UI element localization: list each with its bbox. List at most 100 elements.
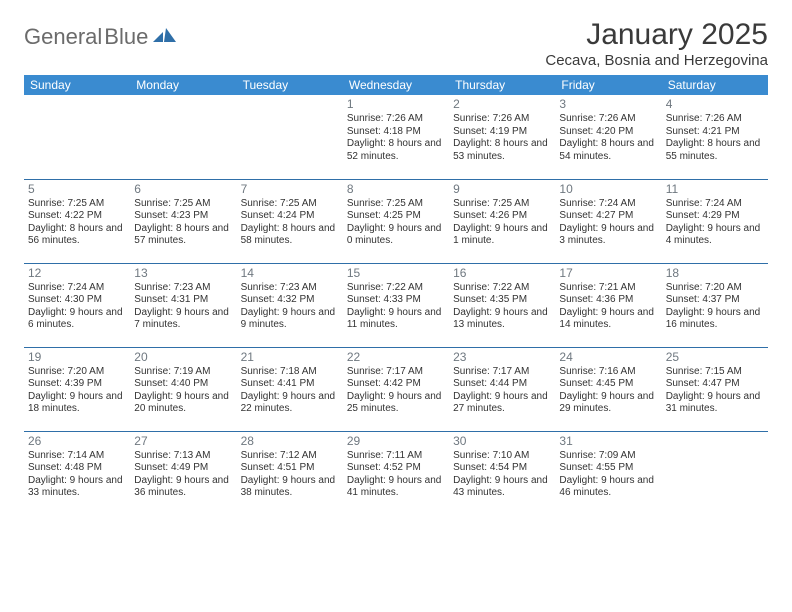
sunset-line: Sunset: 4:47 PM <box>666 378 764 391</box>
sunset-line: Sunset: 4:21 PM <box>666 126 764 139</box>
location-subtitle: Cecava, Bosnia and Herzegovina <box>545 52 768 69</box>
day-number: 22 <box>347 350 445 365</box>
calendar-day-cell: 2Sunrise: 7:26 AMSunset: 4:19 PMDaylight… <box>449 95 555 179</box>
day-number: 30 <box>453 434 551 449</box>
day-number: 1 <box>347 97 445 112</box>
day-number: 10 <box>559 182 657 197</box>
daylight-line: Daylight: 9 hours and 7 minutes. <box>134 307 232 332</box>
sunset-line: Sunset: 4:37 PM <box>666 294 764 307</box>
brand-word-1: General <box>24 24 102 50</box>
sunrise-line: Sunrise: 7:24 AM <box>559 198 657 211</box>
title-block: January 2025 Cecava, Bosnia and Herzegov… <box>545 18 768 69</box>
calendar-day-cell: 27Sunrise: 7:13 AMSunset: 4:49 PMDayligh… <box>130 431 236 515</box>
day-number: 11 <box>666 182 764 197</box>
calendar-day-cell: 4Sunrise: 7:26 AMSunset: 4:21 PMDaylight… <box>662 95 768 179</box>
daylight-line: Daylight: 9 hours and 36 minutes. <box>134 475 232 500</box>
calendar-day-cell: 31Sunrise: 7:09 AMSunset: 4:55 PMDayligh… <box>555 431 661 515</box>
sunset-line: Sunset: 4:55 PM <box>559 462 657 475</box>
day-number: 27 <box>134 434 232 449</box>
sunset-line: Sunset: 4:32 PM <box>241 294 339 307</box>
calendar-day-cell: 16Sunrise: 7:22 AMSunset: 4:35 PMDayligh… <box>449 263 555 347</box>
sunrise-line: Sunrise: 7:25 AM <box>453 198 551 211</box>
sunrise-line: Sunrise: 7:10 AM <box>453 450 551 463</box>
sunrise-line: Sunrise: 7:26 AM <box>559 113 657 126</box>
calendar-week-row: 12Sunrise: 7:24 AMSunset: 4:30 PMDayligh… <box>24 263 768 347</box>
daylight-line: Daylight: 9 hours and 4 minutes. <box>666 223 764 248</box>
calendar-page: GeneralBlue January 2025 Cecava, Bosnia … <box>0 0 792 515</box>
day-number: 26 <box>28 434 126 449</box>
daylight-line: Daylight: 9 hours and 25 minutes. <box>347 391 445 416</box>
calendar-day-cell: 26Sunrise: 7:14 AMSunset: 4:48 PMDayligh… <box>24 431 130 515</box>
weekday-header: Sunday <box>24 75 130 95</box>
calendar-week-row: 5Sunrise: 7:25 AMSunset: 4:22 PMDaylight… <box>24 179 768 263</box>
daylight-line: Daylight: 8 hours and 58 minutes. <box>241 223 339 248</box>
sunrise-line: Sunrise: 7:25 AM <box>241 198 339 211</box>
day-number: 31 <box>559 434 657 449</box>
calendar-day-cell: 29Sunrise: 7:11 AMSunset: 4:52 PMDayligh… <box>343 431 449 515</box>
sunset-line: Sunset: 4:39 PM <box>28 378 126 391</box>
sunrise-line: Sunrise: 7:25 AM <box>28 198 126 211</box>
day-number: 15 <box>347 266 445 281</box>
calendar-day-cell <box>24 95 130 179</box>
day-number: 14 <box>241 266 339 281</box>
sunset-line: Sunset: 4:49 PM <box>134 462 232 475</box>
brand-logo: GeneralBlue <box>24 18 177 50</box>
day-number: 24 <box>559 350 657 365</box>
sunrise-line: Sunrise: 7:09 AM <box>559 450 657 463</box>
calendar-body: 1Sunrise: 7:26 AMSunset: 4:18 PMDaylight… <box>24 95 768 515</box>
calendar-day-cell <box>130 95 236 179</box>
sunset-line: Sunset: 4:35 PM <box>453 294 551 307</box>
daylight-line: Daylight: 9 hours and 20 minutes. <box>134 391 232 416</box>
day-number: 25 <box>666 350 764 365</box>
sunrise-line: Sunrise: 7:15 AM <box>666 366 764 379</box>
sunset-line: Sunset: 4:33 PM <box>347 294 445 307</box>
calendar-day-cell: 12Sunrise: 7:24 AMSunset: 4:30 PMDayligh… <box>24 263 130 347</box>
sunset-line: Sunset: 4:25 PM <box>347 210 445 223</box>
calendar-week-row: 1Sunrise: 7:26 AMSunset: 4:18 PMDaylight… <box>24 95 768 179</box>
sunset-line: Sunset: 4:18 PM <box>347 126 445 139</box>
sunset-line: Sunset: 4:22 PM <box>28 210 126 223</box>
sunset-line: Sunset: 4:20 PM <box>559 126 657 139</box>
calendar-day-cell: 8Sunrise: 7:25 AMSunset: 4:25 PMDaylight… <box>343 179 449 263</box>
sunrise-line: Sunrise: 7:21 AM <box>559 282 657 295</box>
month-title: January 2025 <box>545 18 768 52</box>
sunrise-line: Sunrise: 7:24 AM <box>28 282 126 295</box>
sunset-line: Sunset: 4:40 PM <box>134 378 232 391</box>
daylight-line: Daylight: 9 hours and 46 minutes. <box>559 475 657 500</box>
calendar-day-cell: 28Sunrise: 7:12 AMSunset: 4:51 PMDayligh… <box>237 431 343 515</box>
daylight-line: Daylight: 9 hours and 1 minute. <box>453 223 551 248</box>
sunset-line: Sunset: 4:52 PM <box>347 462 445 475</box>
weekday-header: Thursday <box>449 75 555 95</box>
day-number: 17 <box>559 266 657 281</box>
calendar-day-cell: 6Sunrise: 7:25 AMSunset: 4:23 PMDaylight… <box>130 179 236 263</box>
sunrise-line: Sunrise: 7:17 AM <box>453 366 551 379</box>
day-number: 3 <box>559 97 657 112</box>
sunset-line: Sunset: 4:23 PM <box>134 210 232 223</box>
sunset-line: Sunset: 4:42 PM <box>347 378 445 391</box>
sunset-line: Sunset: 4:36 PM <box>559 294 657 307</box>
daylight-line: Daylight: 8 hours and 57 minutes. <box>134 223 232 248</box>
brand-word-2: Blue <box>104 24 148 50</box>
sunset-line: Sunset: 4:45 PM <box>559 378 657 391</box>
daylight-line: Daylight: 9 hours and 9 minutes. <box>241 307 339 332</box>
daylight-line: Daylight: 8 hours and 54 minutes. <box>559 138 657 163</box>
daylight-line: Daylight: 9 hours and 6 minutes. <box>28 307 126 332</box>
calendar-day-cell: 20Sunrise: 7:19 AMSunset: 4:40 PMDayligh… <box>130 347 236 431</box>
day-number: 8 <box>347 182 445 197</box>
daylight-line: Daylight: 9 hours and 13 minutes. <box>453 307 551 332</box>
day-number: 12 <box>28 266 126 281</box>
sunrise-line: Sunrise: 7:24 AM <box>666 198 764 211</box>
sunrise-line: Sunrise: 7:25 AM <box>134 198 232 211</box>
sunset-line: Sunset: 4:19 PM <box>453 126 551 139</box>
day-number: 6 <box>134 182 232 197</box>
sunrise-line: Sunrise: 7:20 AM <box>28 366 126 379</box>
calendar-day-cell <box>662 431 768 515</box>
daylight-line: Daylight: 9 hours and 41 minutes. <box>347 475 445 500</box>
sunrise-line: Sunrise: 7:26 AM <box>666 113 764 126</box>
daylight-line: Daylight: 8 hours and 52 minutes. <box>347 138 445 163</box>
sunrise-line: Sunrise: 7:19 AM <box>134 366 232 379</box>
sunrise-line: Sunrise: 7:12 AM <box>241 450 339 463</box>
calendar-day-cell: 5Sunrise: 7:25 AMSunset: 4:22 PMDaylight… <box>24 179 130 263</box>
sunrise-line: Sunrise: 7:14 AM <box>28 450 126 463</box>
day-number: 5 <box>28 182 126 197</box>
